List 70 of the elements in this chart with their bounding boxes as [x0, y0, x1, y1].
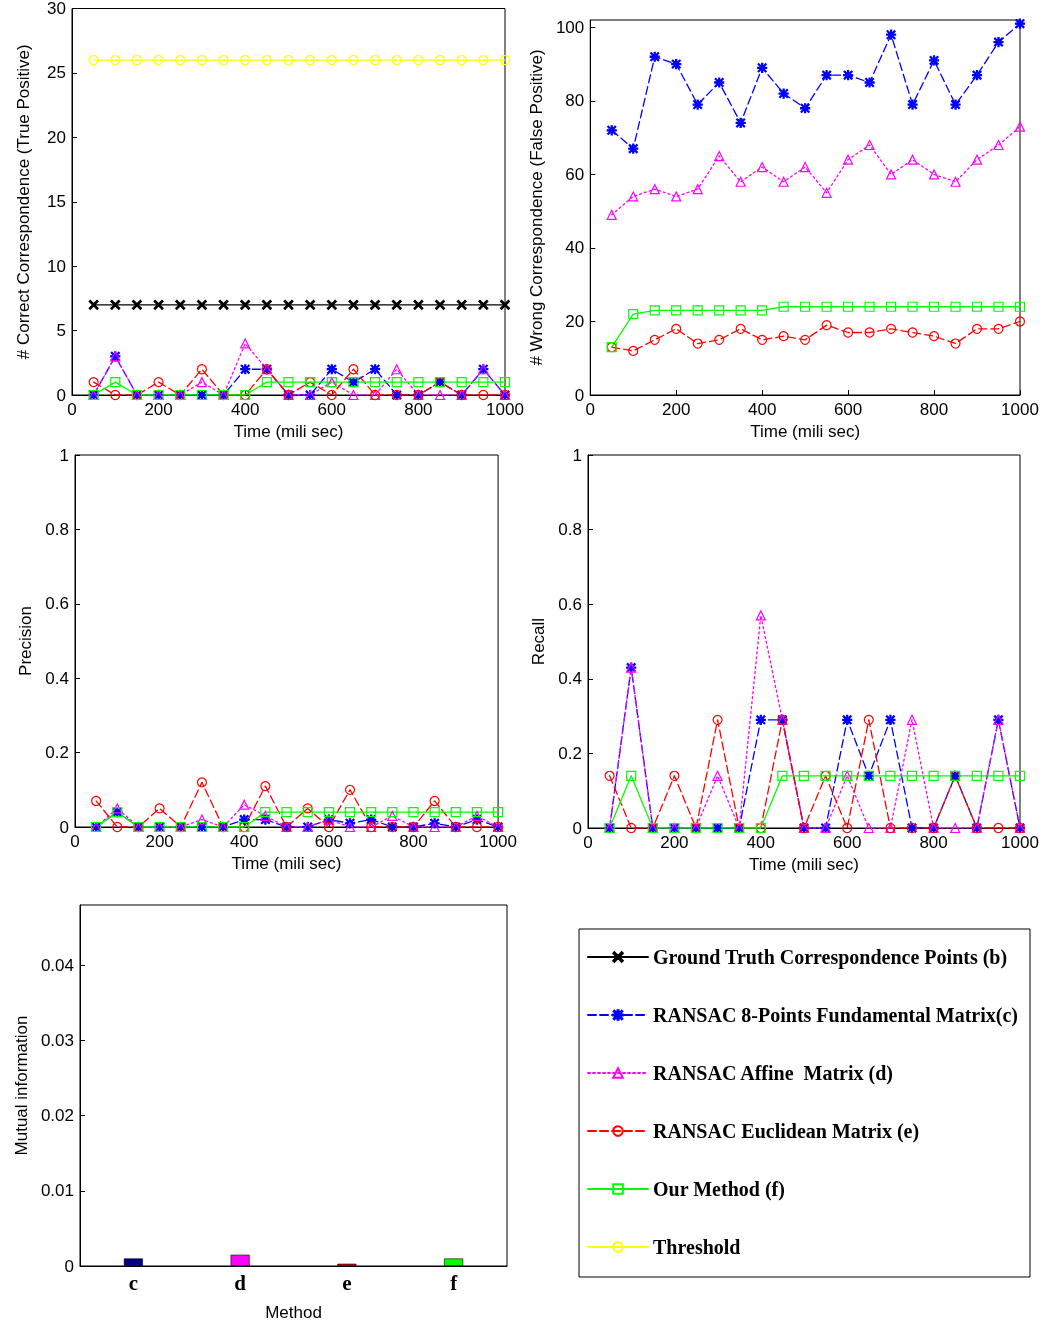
y-tick-label: 15	[47, 192, 66, 212]
legend-label: RANSAC Affine Matrix (d)	[653, 1062, 894, 1085]
legend-label: Ground Truth Correspondence Points (b)	[653, 946, 1008, 969]
x-tick-label: 400	[230, 832, 259, 851]
y-tick-label: 80	[565, 91, 585, 111]
y-tick-label: 0.4	[45, 668, 69, 688]
x-tick-label: 400	[231, 400, 260, 419]
y-tick-label: 0.02	[40, 1106, 74, 1126]
y-tick-label: 10	[47, 256, 66, 276]
x-tick-label: e	[342, 1270, 352, 1295]
x-tick-label: 200	[660, 833, 689, 852]
y-tick-label: 0.03	[40, 1030, 74, 1050]
legend-label: Threshold	[653, 1236, 741, 1258]
x-axis-title: Method	[265, 1303, 322, 1322]
y-tick-label: 0.2	[45, 743, 69, 763]
x-tick-label: 1000	[1001, 833, 1039, 852]
x-axis-title: Time (mili sec)	[749, 855, 859, 874]
y-tick-label: 5	[56, 321, 66, 341]
y-tick-label: 60	[565, 164, 585, 184]
x-tick-label: 600	[833, 833, 862, 852]
y-tick-label: 20	[565, 311, 585, 331]
legend-label: RANSAC Euclidean Matrix (e)	[653, 1120, 920, 1143]
x-tick-label: 200	[662, 400, 691, 419]
x-tick-label: 1000	[1001, 400, 1039, 419]
y-tick-label: 1	[572, 445, 582, 465]
x-tick-label: 1000	[486, 400, 524, 419]
x-axis-title: Time (mili sec)	[750, 422, 861, 441]
x-tick-label: 200	[144, 400, 173, 419]
x-tick-label: 800	[404, 400, 433, 419]
y-tick-label: 0	[59, 817, 69, 837]
y-axis-title: # Wrong Correspondence (False Positive)	[527, 49, 546, 366]
x-axis-title: Time (mili sec)	[231, 854, 342, 873]
x-tick-label: 800	[919, 400, 949, 419]
x-tick-label: 800	[919, 833, 948, 852]
y-tick-label: 0.04	[40, 955, 74, 975]
y-tick-label: 0	[64, 1256, 74, 1276]
y-tick-label: 30	[47, 0, 66, 18]
y-axis-title: # Correct Correspondence (True Positive)	[14, 44, 33, 360]
y-axis-title: Mutual information	[12, 1015, 31, 1156]
x-tick-label: c	[128, 1270, 139, 1295]
x-tick-label: 200	[145, 832, 174, 851]
y-axis-title: Precision	[16, 606, 36, 676]
x-tick-label: 400	[746, 833, 775, 852]
x-tick-label: 600	[833, 400, 863, 419]
y-tick-label: 0.8	[45, 519, 69, 539]
y-tick-label: 0.8	[558, 520, 582, 540]
y-tick-label: 0.6	[45, 594, 69, 614]
y-tick-label: 0.4	[558, 669, 582, 689]
y-tick-label: 40	[565, 238, 585, 258]
y-tick-label: 1	[59, 445, 69, 465]
y-tick-label: 0.01	[40, 1181, 74, 1201]
x-tick-label: 600	[317, 400, 346, 419]
legend-label: Our Method (f)	[653, 1178, 785, 1201]
x-tick-label: 800	[399, 832, 428, 851]
y-tick-label: 0	[56, 385, 66, 405]
x-tick-label: d	[234, 1270, 247, 1295]
legend-label: RANSAC 8-Points Fundamental Matrix(c)	[653, 1004, 1019, 1027]
y-tick-label: 0	[574, 385, 585, 405]
y-axis-title: Recall	[529, 617, 549, 666]
y-tick-label: 0.6	[558, 594, 582, 614]
y-tick-label: 20	[47, 127, 66, 147]
y-tick-label: 0.2	[558, 743, 582, 763]
y-tick-label: 100	[555, 17, 585, 37]
y-tick-label: 0	[572, 818, 582, 838]
x-tick-label: 600	[314, 832, 344, 851]
x-axis-title: Time (mili sec)	[233, 422, 344, 441]
y-tick-label: 25	[47, 63, 66, 83]
x-tick-label: 1000	[479, 832, 517, 851]
x-tick-label: f	[450, 1270, 459, 1295]
x-tick-label: 400	[747, 400, 777, 419]
